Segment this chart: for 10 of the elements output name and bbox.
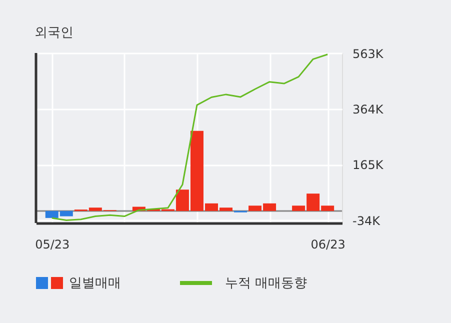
- legend-label: 누적 매매동향: [225, 276, 308, 291]
- y-tick-label: -34K: [352, 214, 382, 228]
- legend-label: 일별매매: [69, 276, 121, 291]
- y-tick-label: 165K: [352, 158, 384, 172]
- chart-title: 외국인: [34, 25, 74, 40]
- line-series: [51, 54, 328, 221]
- y-tick-label: 364K: [352, 102, 384, 117]
- x-tick-label: 06/23: [310, 238, 346, 252]
- x-tick-label: 05/23: [35, 238, 70, 252]
- y-tick-label: 563K: [352, 46, 384, 61]
